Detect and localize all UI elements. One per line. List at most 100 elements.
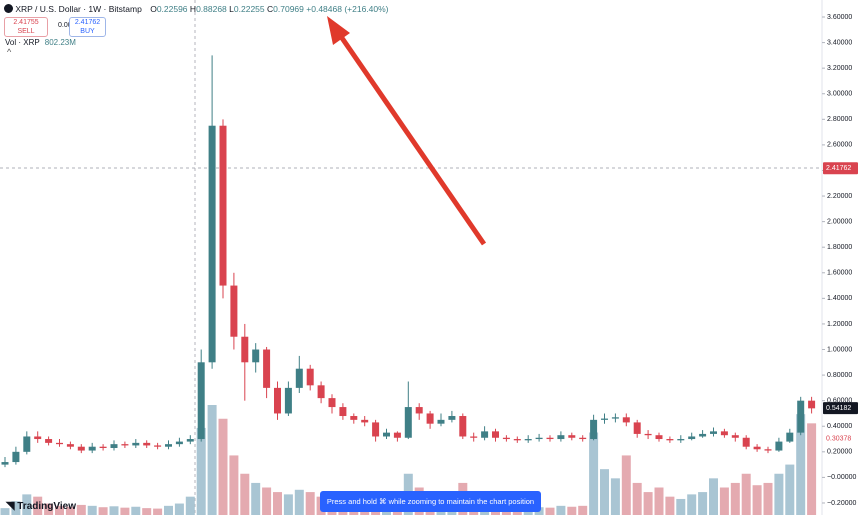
candle-body <box>524 439 532 441</box>
candle-body <box>644 433 652 436</box>
candle-body <box>186 439 194 442</box>
candle-body <box>492 431 499 438</box>
candle-body <box>568 435 576 438</box>
candle-body <box>306 368 314 386</box>
candle-body <box>1 462 9 465</box>
candle-body <box>655 435 663 440</box>
y-tick-label: 2.00000 <box>827 218 852 225</box>
volume-bar <box>621 455 631 515</box>
symbol-icon <box>4 4 13 13</box>
volume-bar <box>730 482 740 515</box>
candle-body <box>666 439 674 441</box>
y-tick-label: 1.00000 <box>827 346 852 353</box>
volume-bar <box>65 506 75 515</box>
candle-body <box>317 385 325 399</box>
candle-body <box>633 422 641 434</box>
volume-bar <box>262 487 272 515</box>
candle-body <box>688 436 696 440</box>
candle-body <box>601 418 608 420</box>
candle-body <box>557 435 565 440</box>
volume-bar <box>774 473 784 515</box>
c-value: 0.70969 <box>273 4 304 14</box>
candle-body <box>720 431 728 436</box>
y-tick-label: 1.40000 <box>827 295 852 302</box>
volume-bar <box>185 496 195 515</box>
y-tick-label: 0.40000 <box>827 423 852 430</box>
y-tick-label: 3.20000 <box>827 65 852 72</box>
collapse-toggle[interactable]: ^ <box>7 47 12 57</box>
price-label-box <box>823 402 858 415</box>
toast: Press and hold ⌘ while zooming to mainta… <box>320 491 541 512</box>
candle-body <box>502 437 510 440</box>
y-tick-label: −0.20000 <box>827 500 856 507</box>
candle-body <box>56 442 63 445</box>
candle-body <box>132 442 140 446</box>
volume-bar <box>87 505 97 515</box>
toast-text: Press and hold ⌘ while zooming to mainta… <box>326 497 535 506</box>
y-tick-label: 3.00000 <box>827 91 852 98</box>
volume-bar <box>240 473 250 515</box>
volume-bar <box>610 478 620 515</box>
buy-button[interactable]: 2.41762 BUY <box>69 17 106 37</box>
candle-body <box>110 444 118 448</box>
volume-bar <box>131 506 141 515</box>
candle-body <box>622 417 630 423</box>
volume-bar <box>785 464 795 515</box>
candle-body <box>143 442 151 446</box>
price-label-box <box>823 432 858 445</box>
price-label: 0.30378 <box>826 435 851 442</box>
candle-body <box>448 416 456 420</box>
volume-bar <box>567 506 577 515</box>
volume-bar <box>44 503 54 515</box>
volume-bar <box>632 482 642 515</box>
volume-bar <box>229 455 239 515</box>
candle-body <box>23 436 31 452</box>
sell-button[interactable]: 2.41755 SELL <box>4 17 48 37</box>
candle-body <box>12 451 20 463</box>
y-tick-label: 2.80000 <box>827 116 852 123</box>
candle-body <box>45 439 53 443</box>
symbol: XRP / U.S. Dollar · 1W · Bitstamp <box>15 4 142 14</box>
volume-bar <box>283 494 293 515</box>
candle-body <box>154 445 162 447</box>
y-tick-label: 1.60000 <box>827 270 852 277</box>
candle-body <box>742 437 750 447</box>
candle-body <box>295 368 303 388</box>
volume-bar <box>643 492 653 515</box>
volume-bar <box>11 501 21 515</box>
legend: XRP / U.S. Dollar · 1W · Bitstamp O0.225… <box>4 4 389 14</box>
volume-bar <box>273 492 282 515</box>
candle-body <box>99 446 107 448</box>
volume-bar <box>600 469 609 515</box>
volume-bar <box>55 505 64 515</box>
volume-bar <box>763 482 773 515</box>
volume-bar <box>174 503 184 515</box>
candle-body <box>393 432 401 438</box>
price-label-box <box>823 162 858 175</box>
candle-body <box>328 398 336 408</box>
volume-bar <box>142 508 152 515</box>
volume-bar <box>76 504 86 515</box>
candle-body <box>459 416 467 437</box>
candle-body <box>535 437 543 440</box>
candle-body <box>241 336 249 363</box>
candle-body <box>383 432 390 437</box>
logo-text: TradingView <box>17 501 76 512</box>
candle-body <box>88 446 96 451</box>
candle-body <box>546 437 554 440</box>
volume-bar <box>654 487 664 515</box>
volume-bar <box>120 507 130 515</box>
y-tick-label: 0.80000 <box>827 372 852 379</box>
volume-bar <box>305 492 315 515</box>
candle-body <box>579 437 587 440</box>
candle-body <box>77 446 85 451</box>
y-tick-label: 1.20000 <box>827 321 852 328</box>
candle-body <box>786 432 794 442</box>
volume-bar <box>545 507 555 515</box>
y-tick-label: 0.20000 <box>827 449 852 456</box>
volume-bar <box>719 487 729 515</box>
volume-bar <box>589 432 599 515</box>
candle-body <box>284 387 292 414</box>
volume-bar <box>741 473 751 515</box>
